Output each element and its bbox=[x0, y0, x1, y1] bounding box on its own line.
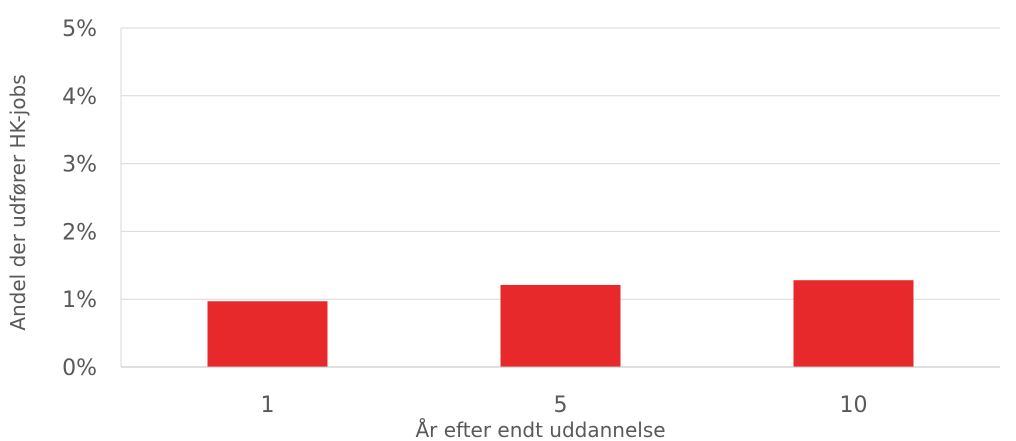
x-axis-title: År efter endt uddannelse bbox=[415, 418, 665, 441]
x-tick-label: 5 bbox=[554, 393, 568, 418]
x-tick-label: 10 bbox=[840, 393, 868, 418]
bars bbox=[207, 280, 914, 367]
y-tick-label: 1% bbox=[62, 288, 97, 313]
y-tick-label: 0% bbox=[62, 356, 97, 381]
bar bbox=[207, 301, 328, 367]
y-tick-label: 5% bbox=[62, 17, 97, 42]
y-tick-labels: 0% 1% 2% 3% 4% 5% bbox=[62, 17, 97, 381]
y-axis-title: Andel der udfører HK-jobs bbox=[6, 74, 30, 330]
bar bbox=[793, 280, 914, 367]
y-tick-label: 4% bbox=[62, 85, 97, 110]
x-tick-labels: 1 5 10 bbox=[261, 393, 868, 418]
bar bbox=[500, 284, 621, 367]
y-tick-label: 2% bbox=[62, 220, 97, 245]
x-tick-label: 1 bbox=[261, 393, 275, 418]
y-tick-label: 3% bbox=[62, 153, 97, 178]
